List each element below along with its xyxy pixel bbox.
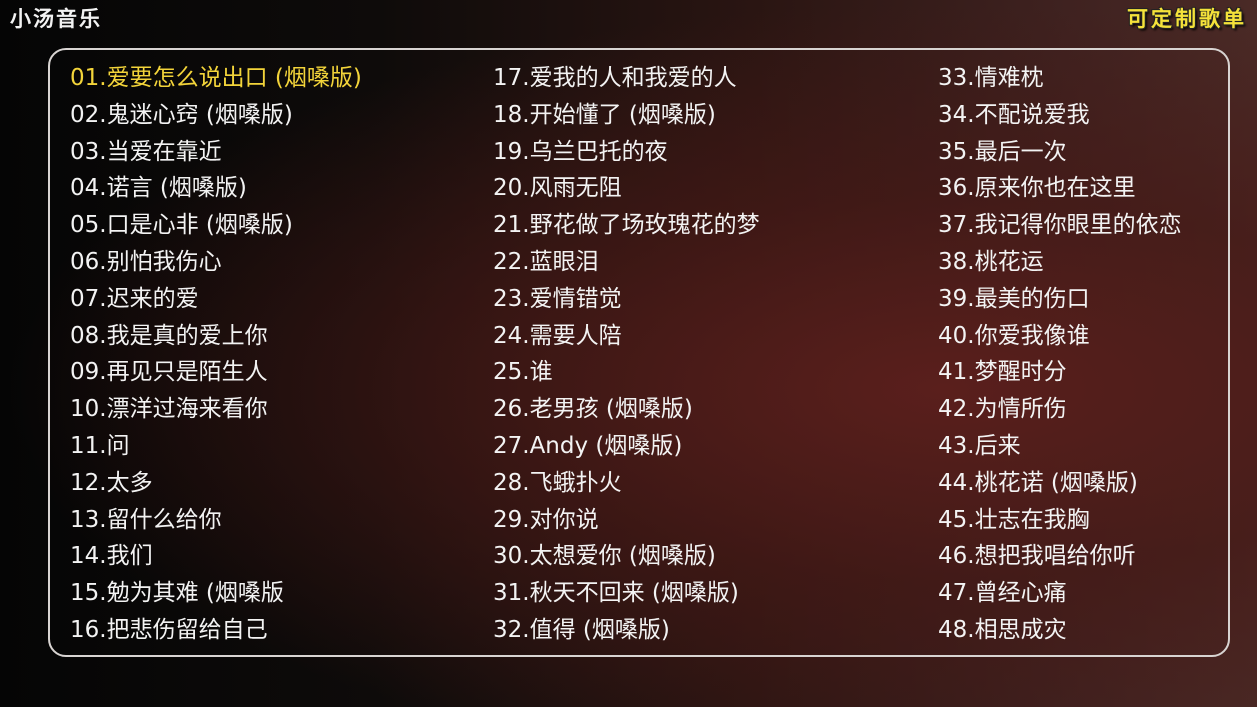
song-item[interactable]: 24.需要人陪 bbox=[493, 322, 622, 349]
song-item[interactable]: 42.为情所伤 bbox=[938, 396, 1067, 423]
song-item[interactable]: 39.最美的伤口 bbox=[938, 285, 1090, 312]
song-item[interactable]: 14.我们 bbox=[70, 543, 153, 570]
song-item[interactable]: 40.你爱我像谁 bbox=[938, 322, 1090, 349]
song-item[interactable]: 01.爱要怎么说出口 (烟嗓版) bbox=[70, 65, 362, 91]
song-item[interactable]: 35.最后一次 bbox=[938, 138, 1067, 165]
song-item[interactable]: 03.当爱在靠近 bbox=[70, 138, 222, 165]
song-item[interactable]: 16.把悲伤留给自己 bbox=[70, 616, 268, 643]
song-item[interactable]: 20.风雨无阻 bbox=[493, 175, 622, 202]
song-item[interactable]: 41.梦醒时分 bbox=[938, 359, 1067, 386]
song-item[interactable]: 17.爱我的人和我爱的人 bbox=[493, 65, 737, 91]
song-item[interactable]: 45.壮志在我胸 bbox=[938, 506, 1090, 533]
song-item[interactable]: 06.别怕我伤心 bbox=[70, 248, 222, 275]
song-item[interactable]: 29.对你说 bbox=[493, 506, 599, 533]
song-item[interactable]: 12.太多 bbox=[70, 469, 153, 496]
song-item[interactable]: 18.开始懂了 (烟嗓版) bbox=[493, 101, 716, 128]
song-item[interactable]: 09.再见只是陌生人 bbox=[70, 359, 268, 386]
song-item[interactable]: 25.谁 bbox=[493, 359, 553, 386]
song-item[interactable]: 30.太想爱你 (烟嗓版) bbox=[493, 543, 716, 570]
song-item[interactable]: 26.老男孩 (烟嗓版) bbox=[493, 396, 693, 423]
playlist-column-1: 01.爱要怎么说出口 (烟嗓版) 02.鬼迷心窍 (烟嗓版) 03.当爱在靠近 04.… bbox=[70, 60, 362, 649]
app-title: 小汤音乐 bbox=[10, 7, 102, 31]
playlist-column-3: 33.情难枕 34.不配说爱我 35.最后一次 36.原来你也在这里 37.我记得你眼里… bbox=[938, 60, 1182, 649]
song-item[interactable]: 47.曾经心痛 bbox=[938, 580, 1067, 607]
song-item[interactable]: 38.桃花运 bbox=[938, 248, 1044, 275]
playlist-panel bbox=[48, 48, 1230, 657]
song-item[interactable]: 13.留什么给你 bbox=[70, 506, 222, 533]
customizable-playlist-label: 可定制歌单 bbox=[1127, 7, 1247, 31]
song-item[interactable]: 23.爱情错觉 bbox=[493, 285, 622, 312]
song-item[interactable]: 43.后来 bbox=[938, 432, 1021, 459]
song-item[interactable]: 46.想把我唱给你听 bbox=[938, 543, 1136, 570]
song-item[interactable]: 44.桃花诺 (烟嗓版) bbox=[938, 469, 1138, 496]
song-item[interactable]: 31.秋天不回来 (烟嗓版) bbox=[493, 580, 739, 607]
song-item[interactable]: 21.野花做了场玫瑰花的梦 bbox=[493, 212, 760, 239]
song-item[interactable]: 11.问 bbox=[70, 432, 130, 459]
song-item[interactable]: 32.值得 (烟嗓版) bbox=[493, 616, 670, 643]
song-item[interactable]: 34.不配说爱我 bbox=[938, 101, 1090, 128]
song-item[interactable]: 28.飞蛾扑火 bbox=[493, 469, 622, 496]
song-item[interactable]: 08.我是真的爱上你 bbox=[70, 322, 268, 349]
song-item[interactable]: 02.鬼迷心窍 (烟嗓版) bbox=[70, 101, 293, 128]
song-item[interactable]: 15.勉为其难 (烟嗓版 bbox=[70, 580, 284, 607]
song-item[interactable]: 36.原来你也在这里 bbox=[938, 175, 1136, 202]
playlist-column-2: 17.爱我的人和我爱的人 18.开始懂了 (烟嗓版) 19.乌兰巴托的夜 20.风雨无… bbox=[493, 60, 760, 649]
song-item[interactable]: 05.口是心非 (烟嗓版) bbox=[70, 212, 293, 239]
song-item[interactable]: 48.相思成灾 bbox=[938, 616, 1067, 643]
song-item[interactable]: 04.诺言 (烟嗓版) bbox=[70, 175, 247, 202]
song-item[interactable]: 27.Andy (烟嗓版) bbox=[493, 432, 683, 459]
song-item[interactable]: 19.乌兰巴托的夜 bbox=[493, 138, 668, 165]
song-item[interactable]: 33.情难枕 bbox=[938, 65, 1044, 91]
song-item[interactable]: 10.漂洋过海来看你 bbox=[70, 396, 268, 423]
song-item[interactable]: 22.蓝眼泪 bbox=[493, 248, 599, 275]
song-item[interactable]: 37.我记得你眼里的依恋 bbox=[938, 212, 1182, 239]
song-item[interactable]: 07.迟来的爱 bbox=[70, 285, 199, 312]
